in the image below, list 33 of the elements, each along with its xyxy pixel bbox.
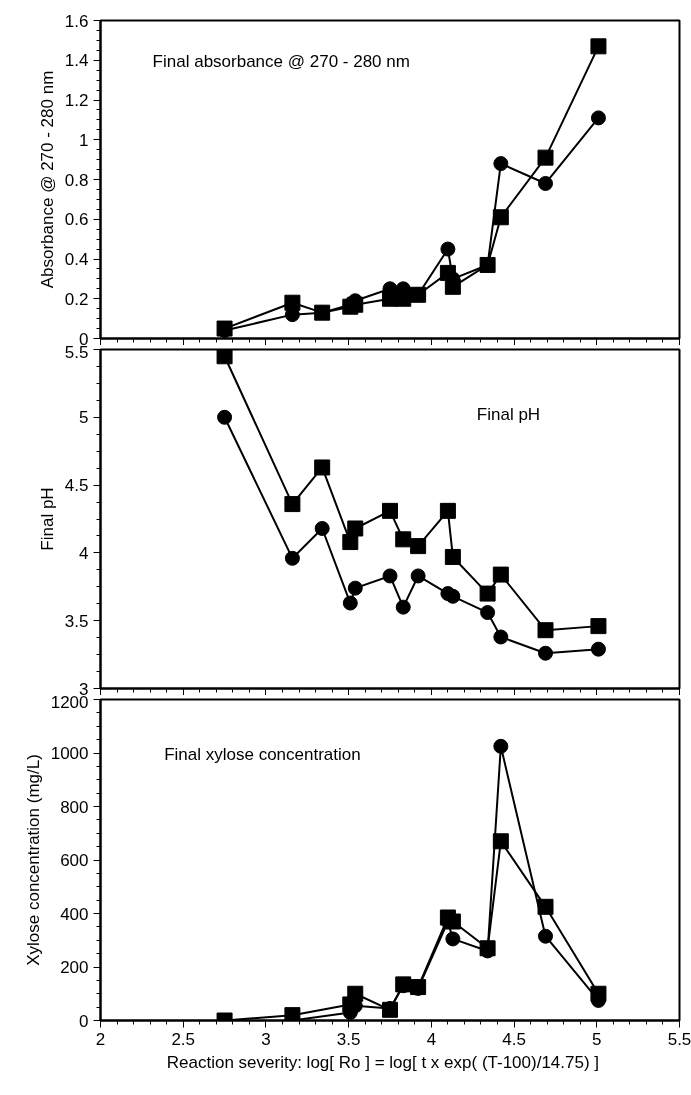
y-tick-label: 3.5: [64, 611, 89, 631]
y-tick-label: 0.4: [64, 250, 89, 269]
x-tick-label: 4: [426, 1029, 437, 1049]
y-tick-label: 1.4: [64, 51, 89, 71]
x-axis-title: Reaction severity: log[ Ro ] = log[ t x exp( (T-100)/14.75) ]: [166, 1052, 600, 1072]
annotation: Final xylose concentration: [164, 744, 361, 764]
y-tick-label: 200: [60, 958, 89, 977]
x-tick-label: 5.5: [667, 1029, 691, 1049]
x-tick-label: 2.5: [171, 1029, 196, 1049]
annotation: Final pH: [476, 405, 541, 425]
x-tick-label: 2: [95, 1029, 106, 1049]
y-tick-label: 0.2: [64, 289, 89, 309]
y-tick-label: 4: [79, 543, 89, 563]
x-tick-label: 4.5: [502, 1029, 526, 1049]
y-tick-label: 5: [79, 408, 89, 428]
y-tick-label: 600: [60, 851, 89, 870]
annotation: Final absorbance @ 270 - 280 nm: [152, 52, 410, 72]
y-tick-label: 400: [60, 904, 89, 924]
y-tick-label: 4.5: [64, 476, 89, 496]
x-tick-label: 3.5: [336, 1029, 361, 1049]
y-tick-label: 1: [79, 130, 89, 150]
y-tick-label: 0: [79, 1011, 89, 1031]
y-axis-title: Final pH: [37, 487, 57, 551]
x-tick-label: 5: [592, 1029, 602, 1049]
y-tick-label: 1.6: [64, 11, 89, 31]
y-axis-title: Absorbance @ 270 - 280 nm: [37, 70, 57, 289]
y-tick-label: 0.8: [64, 170, 89, 190]
y-tick-label: 1000: [50, 744, 89, 763]
y-tick-label: 0.6: [64, 210, 89, 230]
y-tick-label: 1.2: [64, 91, 89, 110]
x-tick-label: 3: [261, 1029, 271, 1049]
y-tick-label: 800: [60, 797, 89, 817]
y-axis-title: Xylose concentration (mg/L): [23, 754, 43, 966]
